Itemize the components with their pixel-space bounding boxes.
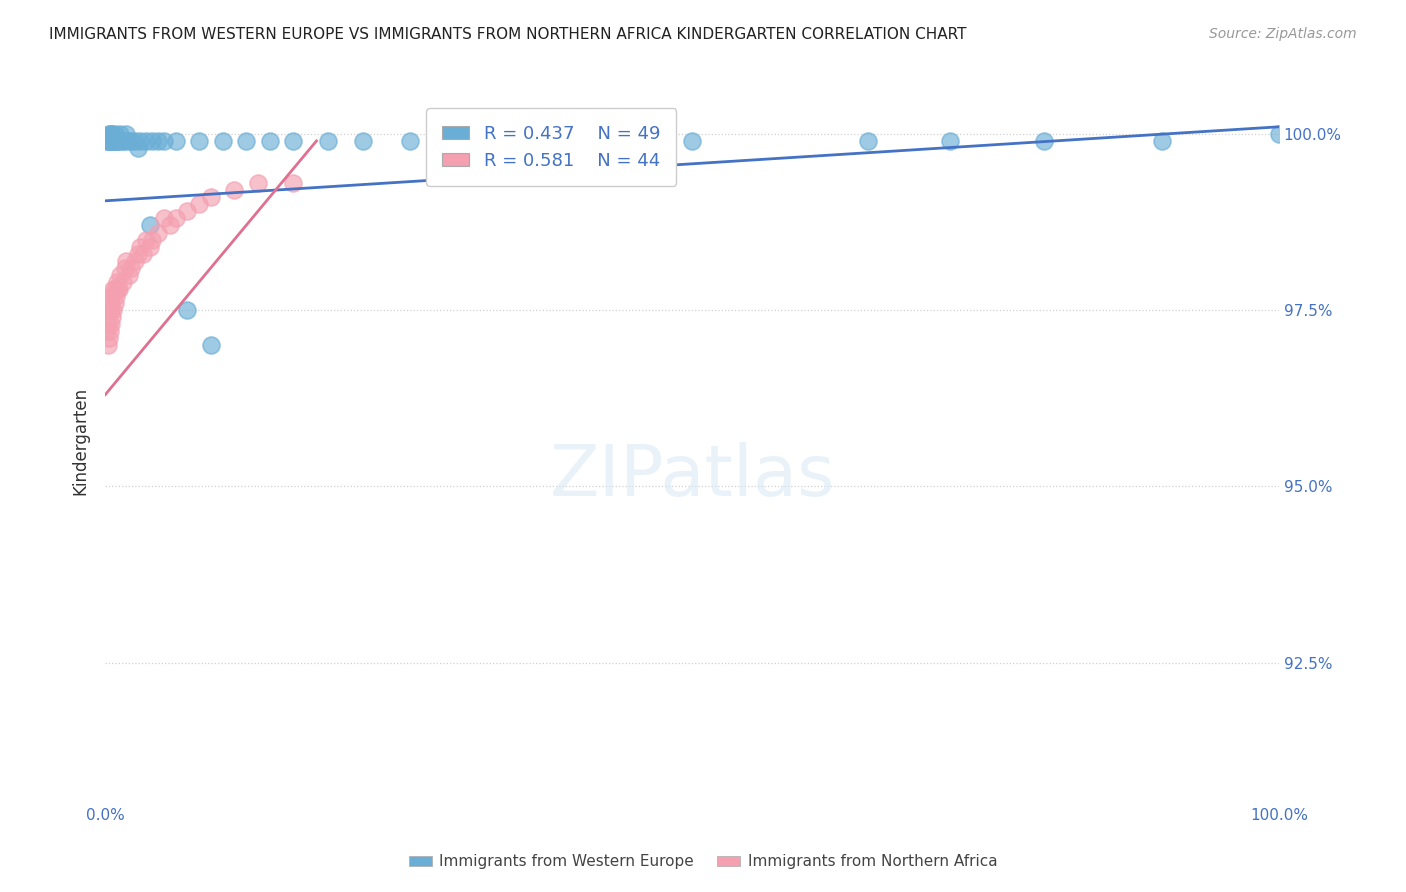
Point bbox=[104, 282, 127, 296]
Text: ZIPatlas: ZIPatlas bbox=[550, 442, 835, 511]
Point bbox=[105, 134, 128, 148]
Point bbox=[211, 134, 233, 148]
Point bbox=[153, 211, 176, 226]
Point bbox=[100, 317, 122, 331]
Point bbox=[111, 134, 134, 148]
Point bbox=[103, 282, 125, 296]
Point bbox=[103, 134, 125, 148]
Point bbox=[104, 134, 127, 148]
Point bbox=[146, 226, 169, 240]
Point bbox=[97, 134, 120, 148]
Point bbox=[139, 219, 162, 233]
Point bbox=[105, 275, 128, 289]
Point bbox=[1268, 127, 1291, 141]
Point bbox=[100, 127, 122, 141]
Point bbox=[98, 134, 121, 148]
Point bbox=[101, 310, 124, 325]
Point bbox=[200, 338, 222, 352]
Point bbox=[176, 303, 198, 318]
Point bbox=[107, 282, 129, 296]
Point bbox=[281, 176, 304, 190]
Point bbox=[681, 134, 703, 148]
Point bbox=[159, 219, 181, 233]
Point bbox=[118, 134, 141, 148]
Point bbox=[135, 233, 157, 247]
Point bbox=[103, 134, 125, 148]
Point bbox=[96, 134, 118, 148]
Point bbox=[104, 296, 127, 310]
Point bbox=[98, 296, 121, 310]
Point bbox=[146, 134, 169, 148]
Point bbox=[97, 338, 120, 352]
Point bbox=[120, 260, 142, 275]
Point bbox=[127, 246, 149, 260]
Point bbox=[129, 240, 152, 254]
Point bbox=[1033, 134, 1056, 148]
Point bbox=[352, 134, 374, 148]
Point bbox=[110, 268, 132, 282]
Point bbox=[97, 317, 120, 331]
Point bbox=[200, 190, 222, 204]
Point bbox=[96, 324, 118, 338]
Point bbox=[399, 134, 422, 148]
Point bbox=[104, 127, 127, 141]
Point bbox=[188, 134, 211, 148]
Point bbox=[124, 253, 146, 268]
Point bbox=[124, 134, 146, 148]
Point bbox=[129, 134, 152, 148]
Legend: R = 0.437    N = 49, R = 0.581    N = 44: R = 0.437 N = 49, R = 0.581 N = 44 bbox=[426, 108, 676, 186]
Point bbox=[132, 246, 155, 260]
Point bbox=[98, 127, 121, 141]
Point bbox=[120, 134, 142, 148]
Point bbox=[246, 176, 269, 190]
Point bbox=[316, 134, 339, 148]
Point bbox=[188, 197, 211, 211]
Point bbox=[281, 134, 304, 148]
Point bbox=[97, 303, 120, 318]
Point bbox=[108, 282, 131, 296]
Point bbox=[165, 211, 187, 226]
Point bbox=[118, 268, 141, 282]
Point bbox=[165, 134, 187, 148]
Point bbox=[141, 233, 163, 247]
Point bbox=[101, 134, 124, 148]
Point bbox=[101, 127, 124, 141]
Point bbox=[98, 324, 121, 338]
Point bbox=[141, 134, 163, 148]
Point bbox=[104, 289, 127, 303]
Point bbox=[153, 134, 176, 148]
Point bbox=[103, 303, 125, 318]
Point bbox=[139, 240, 162, 254]
Point bbox=[939, 134, 962, 148]
Point bbox=[115, 127, 138, 141]
Point bbox=[235, 134, 257, 148]
Point bbox=[1150, 134, 1173, 148]
Point bbox=[97, 331, 120, 345]
Point bbox=[97, 127, 120, 141]
Point bbox=[115, 253, 138, 268]
Point bbox=[100, 134, 122, 148]
Text: Source: ZipAtlas.com: Source: ZipAtlas.com bbox=[1209, 27, 1357, 41]
Point bbox=[100, 289, 122, 303]
Point bbox=[107, 134, 129, 148]
Text: IMMIGRANTS FROM WESTERN EUROPE VS IMMIGRANTS FROM NORTHERN AFRICA KINDERGARTEN C: IMMIGRANTS FROM WESTERN EUROPE VS IMMIGR… bbox=[49, 27, 967, 42]
Point bbox=[470, 134, 492, 148]
Point bbox=[97, 134, 120, 148]
Point bbox=[114, 260, 136, 275]
Point bbox=[108, 134, 131, 148]
Point bbox=[224, 183, 246, 197]
Point bbox=[135, 134, 157, 148]
Point bbox=[110, 127, 132, 141]
Y-axis label: Kindergarten: Kindergarten bbox=[72, 386, 89, 494]
Point bbox=[127, 141, 149, 155]
Point bbox=[100, 303, 122, 318]
Legend: Immigrants from Western Europe, Immigrants from Northern Africa: Immigrants from Western Europe, Immigran… bbox=[402, 848, 1004, 875]
Point bbox=[259, 134, 281, 148]
Point bbox=[111, 275, 134, 289]
Point bbox=[96, 303, 118, 318]
Point bbox=[101, 289, 124, 303]
Point bbox=[112, 134, 135, 148]
Point bbox=[176, 204, 198, 219]
Point bbox=[856, 134, 879, 148]
